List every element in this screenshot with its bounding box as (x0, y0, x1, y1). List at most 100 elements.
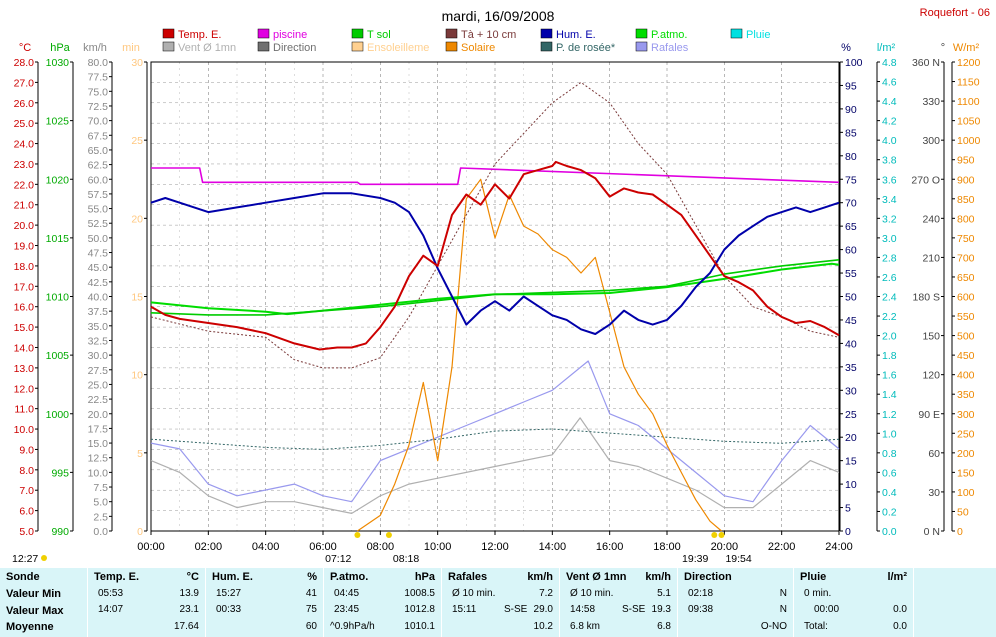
tick-label: 22.5 (88, 394, 109, 406)
tick-label: 330 (922, 96, 940, 108)
legend-swatch (635, 28, 648, 39)
rain-value: 0.0 (893, 604, 907, 615)
legend-item: Ensoleilleme (351, 41, 429, 54)
wind-distance: 6.8 km (570, 621, 601, 632)
legend-label: piscine (273, 29, 307, 41)
tick-label: 210 (922, 252, 940, 264)
tick-label: 80.0 (88, 57, 109, 69)
sunset-marker-b: 19:54 (718, 532, 752, 565)
tick-label: 85 (845, 127, 857, 139)
dir-row1-time: 02:18 (688, 588, 714, 599)
time-label: 02:00 (195, 541, 223, 553)
tick-label: 0.4 (882, 487, 897, 499)
tick-label: 42.5 (88, 277, 109, 289)
press-unit: hPa (414, 571, 435, 583)
tick-label: 180 S (913, 292, 940, 304)
tick-label: 12.0 (14, 383, 35, 395)
tick-label: 1000 (46, 409, 70, 421)
time-label: 06:00 (309, 541, 337, 553)
legend-swatch (730, 28, 743, 39)
legend-item: piscine (257, 28, 307, 41)
station-name: Roquefort - 06 (920, 7, 990, 19)
tick-label: 900 (957, 174, 975, 186)
tick-label: 5.0 (19, 526, 34, 538)
tick-label: 9.0 (19, 444, 34, 456)
axis-solar: 0 50 100 150 200 250 300 350 400 450 500 550 600 650 7… (951, 42, 981, 538)
tick-label: 20 (131, 213, 143, 225)
legend-label: Temp. E. (178, 29, 221, 41)
hum-max-time: 00:33 (216, 604, 242, 615)
hum-min-time: 15:27 (216, 588, 242, 599)
tick-label: 6.0 (19, 506, 34, 518)
press-max-value: 1012.8 (404, 604, 435, 615)
tick-label: 22.0 (14, 179, 35, 191)
rain-total-value: 0.0 (893, 621, 907, 632)
tick-label: 26.0 (14, 98, 35, 110)
hum-avg: 60 (305, 621, 317, 632)
tick-label: 2.5 (93, 511, 108, 523)
summary-table: Sonde Valeur Min Valeur Max Moyenne Temp… (0, 568, 996, 637)
tick-label: 15.0 (88, 438, 109, 450)
tick-label: 32.5 (88, 335, 109, 347)
axis-unit: W/m² (953, 42, 980, 54)
tick-label: 17.5 (88, 423, 109, 435)
tick-label: 45.0 (88, 262, 109, 274)
time-label: 08:00 (367, 541, 395, 553)
legend-swatch (445, 28, 458, 39)
sun-moon-markers: 07:12 08:18 19:39 19:54 12:27 (12, 532, 752, 565)
tick-label: 20.0 (88, 409, 109, 421)
tick-label: 990 (51, 526, 69, 538)
legend-swatch (351, 28, 364, 39)
tick-label: 1025 (46, 116, 70, 128)
legend-label: Ensoleilleme (367, 42, 429, 54)
tick-label: 650 (957, 272, 975, 284)
tick-label: 55 (845, 268, 857, 280)
tick-label: 450 (957, 350, 975, 362)
summary-direction: Direction 02:18 N 09:38 N O-NO (678, 568, 794, 637)
press-min-time: 04:45 (334, 588, 360, 599)
axes: 5.0 6.0 7.0 8.0 9.0 10.0 11.0 12.0 13.0 14.0 15.0 1… (14, 42, 981, 553)
tick-label: 75.0 (88, 86, 109, 98)
series-line (150, 428, 840, 450)
tick-label: 3.0 (882, 233, 897, 245)
tick-label: 65.0 (88, 145, 109, 157)
rain-unit: l/m² (887, 571, 907, 583)
series-line (150, 259, 840, 316)
wind-unit: km/h (645, 571, 671, 583)
legend-item: Temp. E. (162, 28, 221, 41)
legend-label: P.atmo. (651, 29, 688, 41)
legend-swatch (540, 28, 553, 39)
tick-label: 60.0 (88, 174, 109, 186)
tick-label: 100 (845, 57, 863, 69)
time-label: 00:00 (137, 541, 165, 553)
label-max: Valeur Max (6, 605, 64, 617)
tick-label: 1.6 (882, 370, 897, 382)
tick-label: 37.5 (88, 306, 109, 318)
tick-label: 250 (957, 428, 975, 440)
series-line (150, 81, 840, 369)
tick-label: 0.2 (882, 506, 897, 518)
tick-label: 62.5 (88, 160, 109, 172)
tick-label: 4.4 (882, 96, 897, 108)
tick-label: 20 (845, 432, 857, 444)
tick-label: 30 (131, 57, 143, 69)
tick-label: 0 (137, 526, 143, 538)
tick-label: 60 (928, 448, 940, 460)
axis-hum: 0 5 10 15 20 25 30 35 40 45 50 55 60 65 70 75 80 85 90 95 10… (839, 42, 863, 538)
gust-avg: 10.2 (533, 621, 553, 632)
tick-label: 77.5 (88, 72, 109, 84)
dir-row1-value: N (779, 588, 787, 599)
tick-label: 95 (845, 80, 857, 92)
legend-item: Vent Ø 1mn (162, 41, 236, 54)
wind-max-value: 19.3 (651, 604, 671, 615)
tick-label: 45 (845, 315, 857, 327)
time-label: 20:00 (711, 541, 739, 553)
axis-sun: 0 5 10 15 20 25 30 min (122, 42, 148, 538)
tick-label: 14.0 (14, 342, 35, 354)
temp-max-value: 23.1 (179, 604, 199, 615)
label-avg: Moyenne (6, 621, 54, 633)
tick-label: 70 (845, 198, 857, 210)
gust-max-time: 15:11 (452, 604, 477, 615)
series-line (151, 167, 840, 186)
tick-label: 1020 (46, 174, 70, 186)
